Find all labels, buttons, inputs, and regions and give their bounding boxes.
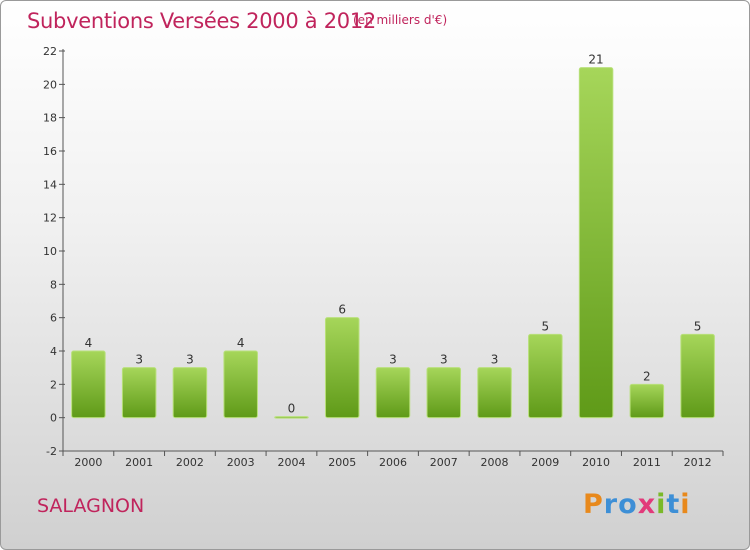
- commune-name: SALAGNON: [37, 495, 145, 517]
- chart-title: Subventions Versées 2000 à 2012: [27, 9, 376, 33]
- bar-2000[interactable]: [71, 350, 106, 419]
- x-tick-label: 2011: [633, 456, 661, 469]
- data-label: 4: [237, 336, 245, 350]
- y-tick-label: 8: [50, 278, 57, 291]
- data-label: 5: [541, 319, 549, 333]
- bar-2012[interactable]: [680, 333, 715, 419]
- data-label: 5: [694, 319, 702, 333]
- bar-2002[interactable]: [172, 367, 208, 419]
- bar-2003[interactable]: [223, 350, 258, 419]
- data-label: 3: [135, 353, 143, 367]
- data-label: 3: [389, 353, 397, 367]
- data-label: 3: [186, 353, 194, 367]
- bar-2009[interactable]: [528, 333, 563, 419]
- x-tick-label: 2006: [379, 456, 407, 469]
- y-tick-label: 14: [43, 178, 57, 191]
- y-tick-label: 4: [50, 345, 57, 358]
- logo-letter: i: [680, 489, 691, 520]
- y-tick-label: 18: [43, 112, 57, 125]
- y-tick-label: 0: [50, 412, 57, 425]
- data-label: 3: [491, 353, 499, 367]
- x-tick-label: 2002: [176, 456, 204, 469]
- y-tick-label: 2: [50, 378, 57, 391]
- bar-2011[interactable]: [629, 383, 665, 419]
- logo-letter: o: [618, 489, 638, 520]
- x-tick-label: 2003: [227, 456, 255, 469]
- bar-2005[interactable]: [324, 317, 360, 419]
- x-tick-label: 2005: [328, 456, 356, 469]
- bar-2004[interactable]: [274, 416, 309, 419]
- data-label: 21: [588, 53, 603, 67]
- y-tick-label: 16: [43, 145, 57, 158]
- x-tick-label: 2001: [125, 456, 153, 469]
- x-tick-label: 2007: [430, 456, 458, 469]
- x-tick-label: 2004: [277, 456, 305, 469]
- y-tick-label: 20: [43, 78, 57, 91]
- logo-letter: t: [666, 489, 681, 520]
- y-tick-label: -2: [46, 445, 57, 458]
- bar-2001[interactable]: [121, 367, 157, 419]
- bar-2006[interactable]: [375, 367, 411, 419]
- proxiti-logo[interactable]: Proxiti: [583, 489, 691, 520]
- bar-2010[interactable]: [578, 67, 614, 419]
- x-tick-label: 2000: [74, 456, 102, 469]
- y-tick-label: 12: [43, 212, 57, 225]
- y-tick-label: 22: [43, 45, 57, 58]
- bar-2008[interactable]: [477, 367, 512, 419]
- data-label: 4: [85, 336, 93, 350]
- x-tick-label: 2009: [531, 456, 559, 469]
- y-tick-label: 6: [50, 312, 57, 325]
- data-label: 6: [338, 303, 346, 317]
- logo-letter: x: [637, 489, 657, 520]
- data-label: 2: [643, 369, 651, 383]
- unit-note: (en milliers d'€): [353, 13, 448, 27]
- logo-letter: P: [583, 489, 604, 520]
- x-tick-label: 2010: [582, 456, 610, 469]
- x-tick-label: 2012: [684, 456, 712, 469]
- data-label: 3: [440, 353, 448, 367]
- labels: 4 3 3 4 0 6 3 3 3 5 21 2 5: [85, 53, 702, 416]
- y-tick-label: 10: [43, 245, 57, 258]
- bar-2007[interactable]: [426, 367, 462, 419]
- data-label: 0: [288, 402, 296, 416]
- logo-letter: i: [656, 489, 667, 520]
- logo-letter: r: [603, 489, 619, 520]
- bars: [71, 67, 715, 419]
- x-tick-label: 2008: [481, 456, 509, 469]
